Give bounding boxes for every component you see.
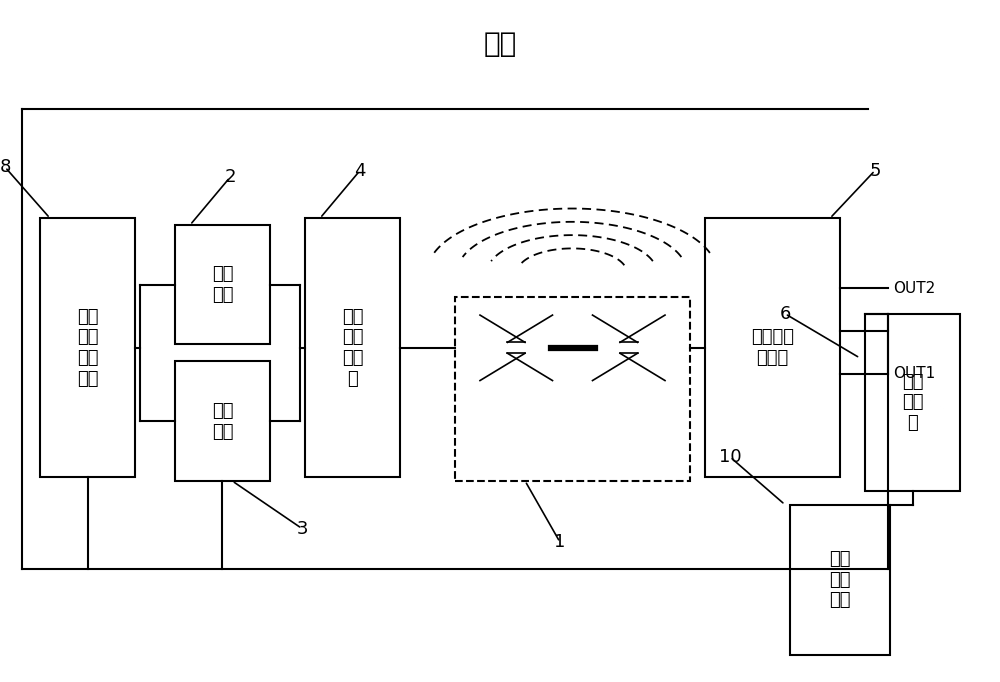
- Text: 5: 5: [869, 162, 881, 179]
- FancyBboxPatch shape: [790, 505, 890, 655]
- FancyBboxPatch shape: [865, 314, 960, 491]
- Text: 10: 10: [719, 448, 741, 466]
- FancyBboxPatch shape: [305, 218, 400, 477]
- FancyBboxPatch shape: [705, 218, 840, 477]
- Text: 8: 8: [0, 158, 11, 176]
- Text: 声波: 声波: [483, 30, 517, 59]
- Text: 第二波分
复用器: 第二波分 复用器: [751, 329, 794, 367]
- Text: 信号
分析
单元: 信号 分析 单元: [829, 550, 851, 610]
- FancyBboxPatch shape: [175, 225, 270, 344]
- FancyBboxPatch shape: [40, 218, 135, 477]
- FancyBboxPatch shape: [175, 361, 270, 481]
- Text: 第一
波分
复用
器: 第一 波分 复用 器: [342, 308, 363, 388]
- Text: 2: 2: [224, 168, 236, 186]
- Text: OUT1: OUT1: [893, 366, 935, 381]
- Text: OUT2: OUT2: [893, 281, 935, 296]
- Text: 4: 4: [354, 162, 366, 179]
- Text: 光源
功率
控制
单元: 光源 功率 控制 单元: [77, 308, 98, 388]
- Text: 6: 6: [779, 305, 791, 323]
- Text: 探测
光源: 探测 光源: [212, 265, 233, 304]
- Text: 1: 1: [554, 533, 566, 551]
- Text: 光电
探测
器: 光电 探测 器: [902, 372, 923, 432]
- Text: 3: 3: [296, 520, 308, 537]
- FancyBboxPatch shape: [455, 297, 690, 481]
- Text: 可控
光源: 可控 光源: [212, 402, 233, 441]
